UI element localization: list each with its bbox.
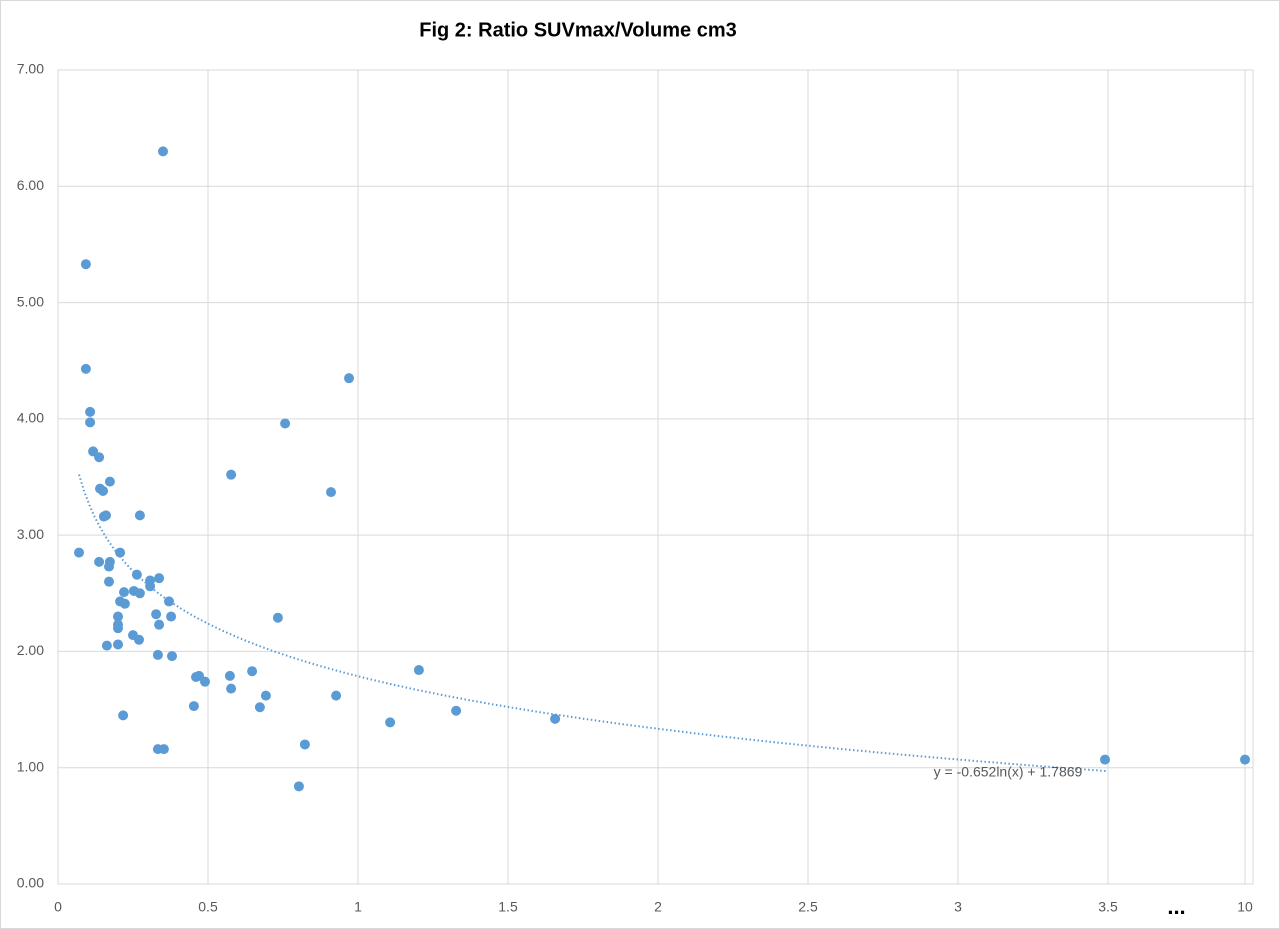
x-tick-label: 10	[1237, 899, 1253, 915]
point	[226, 469, 237, 480]
point	[451, 705, 462, 716]
point	[280, 418, 291, 429]
x-tick-label: 2	[654, 899, 662, 915]
point	[118, 710, 129, 721]
point	[158, 146, 168, 157]
point	[344, 373, 354, 384]
y-tick-label: 1.00	[17, 758, 44, 774]
point	[134, 634, 144, 645]
point	[272, 612, 283, 623]
point	[154, 619, 165, 630]
point	[134, 510, 145, 521]
x-tick-label: 0	[54, 899, 62, 915]
point	[80, 363, 91, 374]
y-tick-label: 6.00	[17, 177, 44, 193]
point	[85, 417, 96, 428]
point	[188, 701, 199, 712]
x-tick-label: 3	[954, 899, 962, 915]
point	[385, 717, 396, 728]
y-tick-label: 7.00	[17, 61, 44, 77]
point	[113, 623, 123, 634]
point	[145, 581, 156, 592]
point	[113, 639, 123, 650]
point	[331, 690, 342, 701]
point	[260, 690, 271, 701]
point	[101, 510, 111, 521]
point	[550, 713, 561, 724]
y-tick-label: 3.00	[17, 526, 44, 542]
point	[293, 781, 304, 792]
point	[119, 598, 130, 609]
point	[101, 640, 112, 651]
y-tick-label: 4.00	[17, 410, 44, 426]
x-tick-label: 1.5	[498, 899, 518, 915]
point	[74, 547, 84, 558]
point	[85, 406, 96, 417]
point	[119, 587, 129, 598]
point	[104, 561, 114, 572]
point	[80, 259, 91, 270]
y-tick-label: 2.00	[17, 642, 44, 658]
point	[299, 739, 310, 750]
point	[151, 609, 162, 620]
point	[134, 588, 145, 599]
point	[98, 485, 108, 496]
point	[247, 666, 258, 677]
plot-frame	[57, 69, 1254, 885]
x-tick-label: 2.5	[798, 899, 818, 915]
y-tick-label: 5.00	[17, 293, 44, 309]
point	[254, 702, 265, 713]
point	[326, 487, 336, 498]
point	[104, 476, 115, 487]
point	[1240, 754, 1250, 765]
point	[200, 676, 210, 687]
point	[164, 596, 174, 607]
point	[154, 573, 165, 584]
point	[115, 547, 126, 558]
point	[113, 611, 123, 622]
point	[226, 683, 237, 694]
point	[167, 651, 177, 662]
x-tick-label: 0.5	[198, 899, 218, 915]
chart-title: Fig 2: Ratio SUVmax/Volume cm3	[419, 19, 737, 41]
y-tick-label: 0.00	[17, 875, 44, 891]
axis-break: ...	[1167, 894, 1185, 919]
point	[1100, 754, 1110, 765]
point	[166, 611, 177, 622]
trendline-label: y = -0.652ln(x) + 1.7869	[934, 764, 1083, 780]
point	[158, 744, 169, 755]
point	[94, 452, 105, 463]
x-tick-label: 1	[354, 899, 362, 915]
point	[94, 556, 105, 567]
point	[152, 649, 163, 660]
x-tick-label: 3.5	[1098, 899, 1118, 915]
point	[413, 665, 424, 676]
point	[104, 576, 114, 587]
point	[224, 670, 235, 681]
